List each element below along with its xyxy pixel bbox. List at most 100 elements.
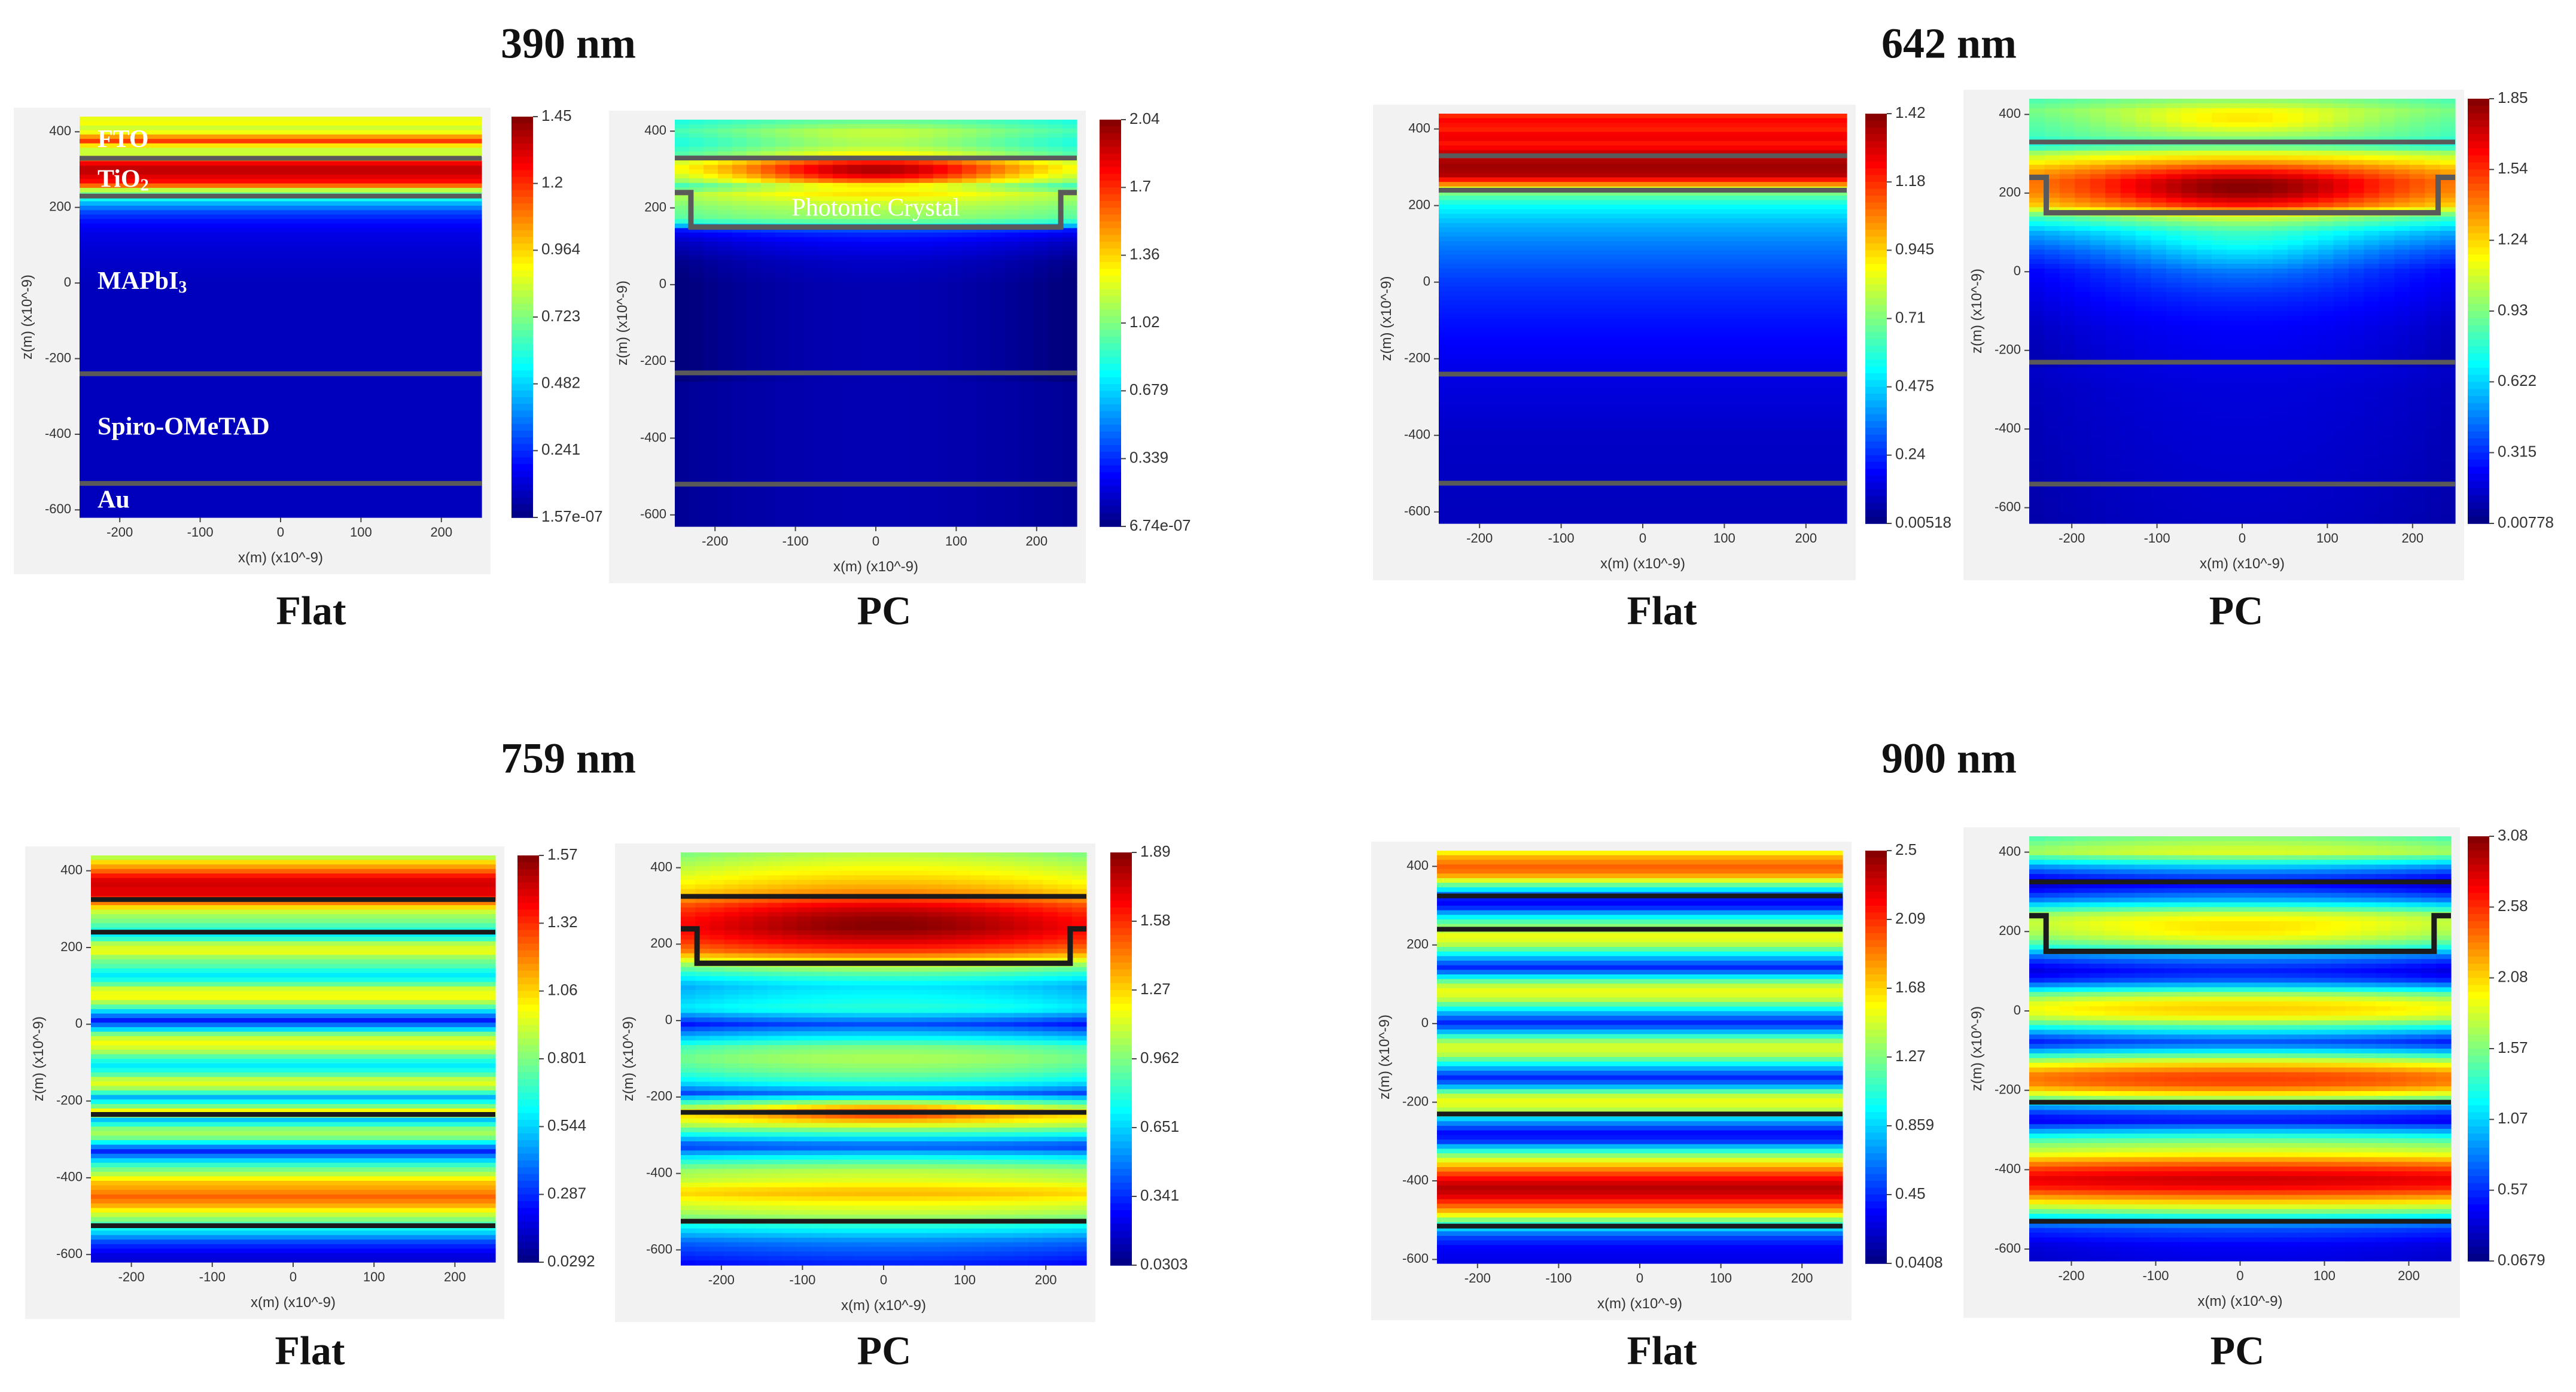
heatmap-cell bbox=[2409, 259, 2425, 264]
heatmap-cell bbox=[689, 336, 704, 342]
heatmap-cell bbox=[2227, 306, 2243, 312]
heatmap-cell bbox=[761, 327, 776, 333]
heatmap-cell bbox=[933, 409, 948, 414]
heatmap-cell bbox=[976, 273, 991, 279]
heatmap-cell bbox=[861, 490, 876, 495]
heatmap-cell bbox=[761, 422, 776, 428]
heatmap-cell bbox=[704, 350, 718, 355]
heatmap-cell bbox=[1034, 345, 1049, 351]
heatmap-cell bbox=[919, 187, 934, 193]
heatmap-cell bbox=[2029, 269, 2045, 274]
heatmap-cell bbox=[2242, 259, 2258, 264]
heatmap-cell bbox=[2120, 230, 2136, 236]
heatmap-cell bbox=[2425, 424, 2441, 430]
heatmap-cell bbox=[2349, 99, 2365, 104]
heatmap-cell bbox=[2242, 249, 2258, 255]
heatmap-cell bbox=[905, 313, 919, 319]
heatmap-cell bbox=[704, 151, 718, 157]
heatmap-cell bbox=[775, 391, 790, 396]
heatmap-cell bbox=[80, 237, 482, 242]
heatmap-cell bbox=[876, 458, 891, 464]
heatmap-cell bbox=[704, 318, 718, 324]
heatmap-cell bbox=[833, 273, 848, 279]
heatmap-cell bbox=[2333, 221, 2349, 227]
heatmap-cell bbox=[2440, 259, 2456, 264]
heatmap-cell bbox=[833, 435, 848, 441]
heatmap-cell bbox=[2196, 240, 2212, 246]
heatmap-cell bbox=[1005, 182, 1020, 188]
heatmap-cell bbox=[2257, 108, 2273, 114]
colorbar-segment bbox=[1865, 502, 1887, 510]
heatmap-cell bbox=[2075, 424, 2091, 430]
heatmap-cell bbox=[2394, 419, 2410, 425]
heatmap-cell bbox=[2029, 217, 2045, 222]
heatmap-cell bbox=[2409, 278, 2425, 284]
heatmap-cell bbox=[1439, 250, 1847, 255]
heatmap-cell bbox=[2181, 419, 2197, 425]
heatmap-cell bbox=[2090, 396, 2106, 401]
heatmap-cell bbox=[1048, 309, 1063, 315]
heatmap-cell bbox=[976, 440, 991, 446]
heatmap-cell bbox=[1034, 377, 1049, 382]
heatmap-cell bbox=[2394, 354, 2410, 359]
heatmap-cell bbox=[2303, 245, 2319, 251]
heatmap-cell bbox=[2318, 245, 2334, 251]
heatmap-cell bbox=[2272, 311, 2288, 316]
heatmap-cell bbox=[718, 345, 733, 351]
heatmap-cell bbox=[2303, 108, 2319, 114]
heatmap-cell bbox=[2333, 400, 2349, 406]
heatmap-cell bbox=[2105, 419, 2121, 425]
heatmap-cell bbox=[905, 431, 919, 437]
heatmap-cell bbox=[2212, 410, 2228, 416]
heatmap-cell bbox=[2212, 391, 2228, 397]
heatmap-cell bbox=[890, 151, 905, 157]
heatmap-cell bbox=[689, 296, 704, 301]
heatmap-cell bbox=[2029, 278, 2045, 284]
heatmap-cell bbox=[933, 173, 948, 179]
x-tick-label: -100 bbox=[782, 534, 809, 549]
heatmap-cell bbox=[905, 124, 919, 129]
heatmap-cell bbox=[2272, 382, 2288, 387]
heatmap-cell bbox=[905, 522, 919, 527]
heatmap-cell bbox=[2227, 174, 2243, 179]
heatmap-cell bbox=[1048, 422, 1063, 428]
heatmap-cell bbox=[2364, 306, 2380, 312]
heatmap-cell bbox=[675, 486, 690, 491]
heatmap-cell bbox=[2059, 127, 2075, 132]
heatmap-cell bbox=[919, 300, 934, 306]
heatmap-cell bbox=[732, 269, 747, 274]
heatmap-cell bbox=[80, 121, 482, 126]
heatmap-cell bbox=[675, 449, 690, 455]
heatmap-cell bbox=[790, 391, 805, 396]
heatmap-cell bbox=[2166, 269, 2182, 274]
heatmap-cell bbox=[1062, 246, 1077, 251]
heatmap-cell bbox=[1062, 147, 1077, 152]
heatmap-cell bbox=[1005, 278, 1020, 283]
colorbar-segment bbox=[1100, 425, 1121, 432]
heatmap-cell bbox=[2425, 99, 2441, 104]
heatmap-cell bbox=[2364, 315, 2380, 321]
heatmap-cell bbox=[1062, 296, 1077, 301]
heatmap-cell bbox=[818, 147, 833, 152]
heatmap-cell bbox=[905, 129, 919, 134]
heatmap-cell bbox=[2151, 278, 2167, 284]
heatmap-cell bbox=[747, 264, 762, 269]
heatmap-cell bbox=[1048, 418, 1063, 423]
heatmap-cells bbox=[2029, 99, 2456, 524]
heatmap-cell bbox=[919, 296, 934, 301]
heatmap-cell bbox=[2181, 306, 2197, 312]
heatmap-cell bbox=[2440, 269, 2456, 274]
heatmap-cell bbox=[2333, 207, 2349, 212]
heatmap-cell bbox=[890, 404, 905, 410]
heatmap-cell bbox=[2333, 344, 2349, 349]
colorbar-segment bbox=[1100, 445, 1121, 453]
heatmap-cell bbox=[1034, 495, 1049, 500]
heatmap-cell bbox=[689, 178, 704, 184]
heatmap-cell bbox=[2409, 363, 2425, 368]
heatmap-cell bbox=[2090, 367, 2106, 373]
heatmap-cell bbox=[689, 304, 704, 310]
heatmap-cell bbox=[2136, 330, 2152, 336]
heatmap-cell bbox=[890, 237, 905, 242]
heatmap-cell bbox=[861, 522, 876, 527]
heatmap-cell bbox=[2379, 249, 2395, 255]
